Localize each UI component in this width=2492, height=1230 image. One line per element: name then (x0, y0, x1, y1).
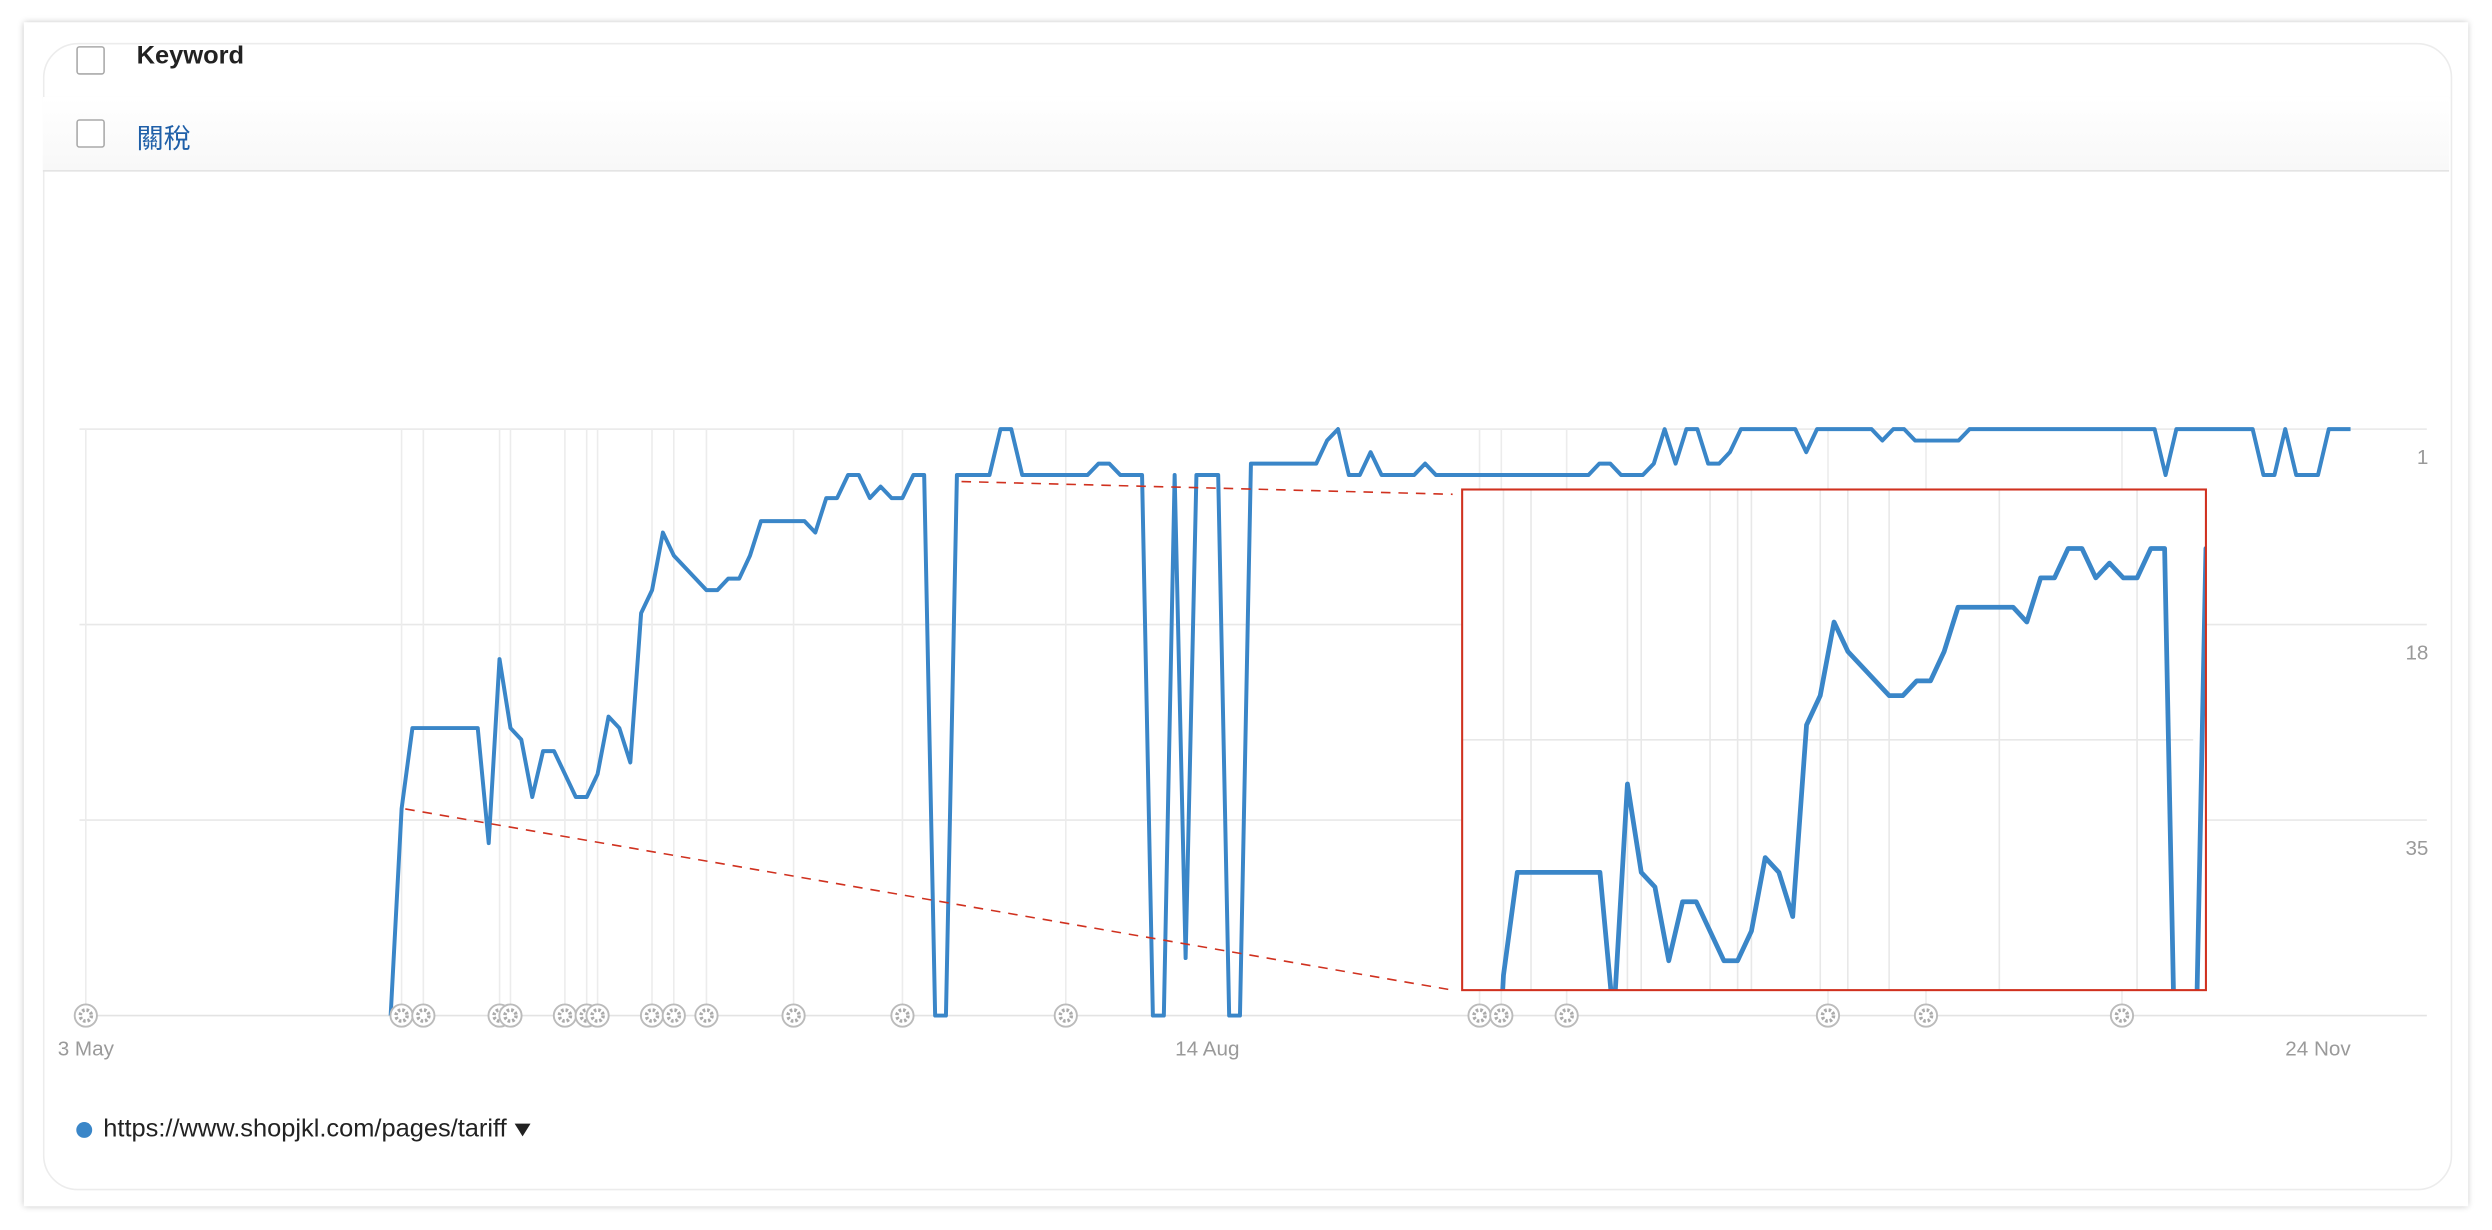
connector (961, 480, 1453, 496)
y-tick-label: 1 (2417, 446, 2429, 469)
event-icon (552, 1003, 577, 1028)
checkbox[interactable] (76, 119, 105, 148)
checkbox[interactable] (76, 46, 105, 75)
event-icon-gear (644, 1008, 660, 1023)
event-icon (661, 1003, 686, 1028)
event-icon-gear (895, 1008, 910, 1023)
event-icon-gear (2114, 1008, 2130, 1023)
inset-line (1500, 546, 2206, 991)
event-icon (1467, 1003, 1492, 1028)
y-tick-label: 18 (2405, 642, 2428, 665)
event-icon (1053, 1003, 1078, 1028)
event-icon (890, 1003, 915, 1028)
event-icon-gear (1820, 1008, 1836, 1023)
y-tick-label: 35 (2405, 837, 2428, 860)
event-icon-gear (78, 1008, 94, 1023)
event-icon (585, 1003, 610, 1028)
keyword-row: 關稅 (42, 96, 2450, 172)
event-icon-gear (1494, 1008, 1509, 1023)
event-icon-gear (557, 1008, 573, 1023)
event-icon (389, 1003, 414, 1028)
event-icon (1913, 1003, 1939, 1028)
event-icon-gear (786, 1008, 801, 1023)
event-icon-gear (1559, 1008, 1574, 1023)
keyword-link[interactable]: 關稅 (136, 123, 191, 155)
legend-label[interactable]: https://www.shopjkl.com/pages/tariff (103, 1115, 507, 1143)
event-icon (694, 1003, 719, 1028)
event-icon (781, 1003, 806, 1028)
event-icon-gear (503, 1008, 518, 1023)
inset (1462, 489, 2206, 991)
dropdown-caret[interactable] (514, 1123, 531, 1137)
event-icon-gear (590, 1008, 605, 1023)
card (42, 42, 2453, 1191)
event-icon (1489, 1003, 1514, 1028)
event-icon-gear (1058, 1008, 1074, 1023)
header-title: Keyword (136, 42, 245, 70)
series-line (388, 427, 2351, 1018)
event-icon-gear (416, 1008, 431, 1023)
event-icon (1554, 1003, 1579, 1028)
event-icon (73, 1003, 98, 1028)
event-icon-gear (1918, 1008, 1934, 1023)
event-icon-gear (1472, 1008, 1487, 1023)
x-tick-label: 3 May (58, 1037, 115, 1060)
event-icon (2109, 1003, 2135, 1028)
event-icon (411, 1003, 436, 1028)
x-tick-label: 24 Nov (2285, 1037, 2351, 1060)
legend-dot (76, 1122, 93, 1138)
event-icon (639, 1003, 665, 1028)
event-icon (498, 1003, 523, 1028)
x-tick-label: 14 Aug (1175, 1037, 1239, 1060)
event-icon-gear (666, 1008, 682, 1023)
event-icon-gear (394, 1008, 409, 1023)
connector (405, 808, 1453, 991)
event-icon-gear (699, 1008, 714, 1023)
inset-frame (1461, 488, 2207, 992)
event-icon (1815, 1003, 1841, 1028)
